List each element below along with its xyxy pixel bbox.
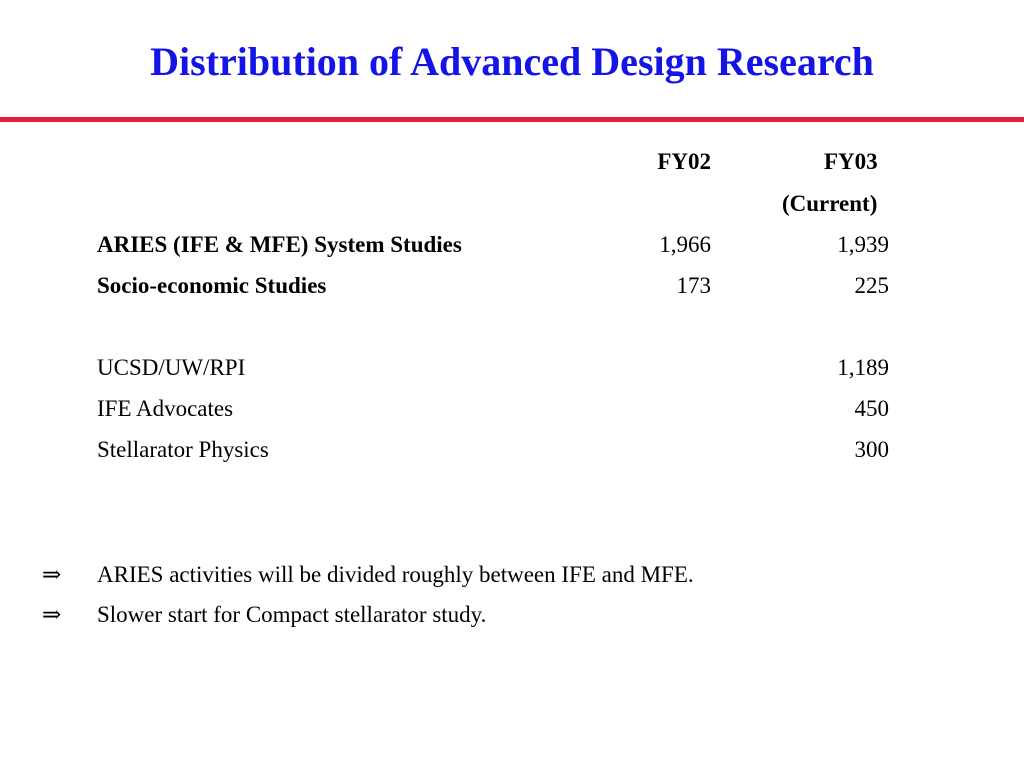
row-fy03-value: 1,939 bbox=[837, 232, 889, 257]
header-fy02: FY02 bbox=[657, 149, 711, 174]
row-fy03-value: 1,189 bbox=[837, 355, 889, 380]
implies-arrow-icon: ⇒ bbox=[42, 562, 62, 587]
row-label: Stellarator Physics bbox=[97, 437, 269, 462]
header-fy03: FY03 bbox=[824, 149, 878, 174]
header-fy03-subtitle: (Current) bbox=[782, 191, 878, 216]
bullet-text: Slower start for Compact stellarator stu… bbox=[97, 602, 487, 627]
implies-arrow-icon: ⇒ bbox=[42, 602, 62, 627]
title-divider bbox=[0, 117, 1024, 122]
row-fy03-value: 300 bbox=[854, 437, 890, 462]
row-label: UCSD/UW/RPI bbox=[97, 355, 246, 380]
row-fy02-value: 173 bbox=[676, 273, 712, 298]
bullet-text: ARIES activities will be divided roughly… bbox=[97, 562, 694, 587]
row-fy03-value: 225 bbox=[854, 273, 890, 298]
row-label: Socio-economic Studies bbox=[97, 273, 327, 298]
row-fy02-value: 1,966 bbox=[659, 232, 711, 257]
row-label: IFE Advocates bbox=[97, 396, 234, 421]
row-label: ARIES (IFE & MFE) System Studies bbox=[97, 232, 462, 257]
slide-title: Distribution of Advanced Design Research bbox=[150, 39, 874, 84]
row-fy03-value: 450 bbox=[854, 396, 890, 421]
